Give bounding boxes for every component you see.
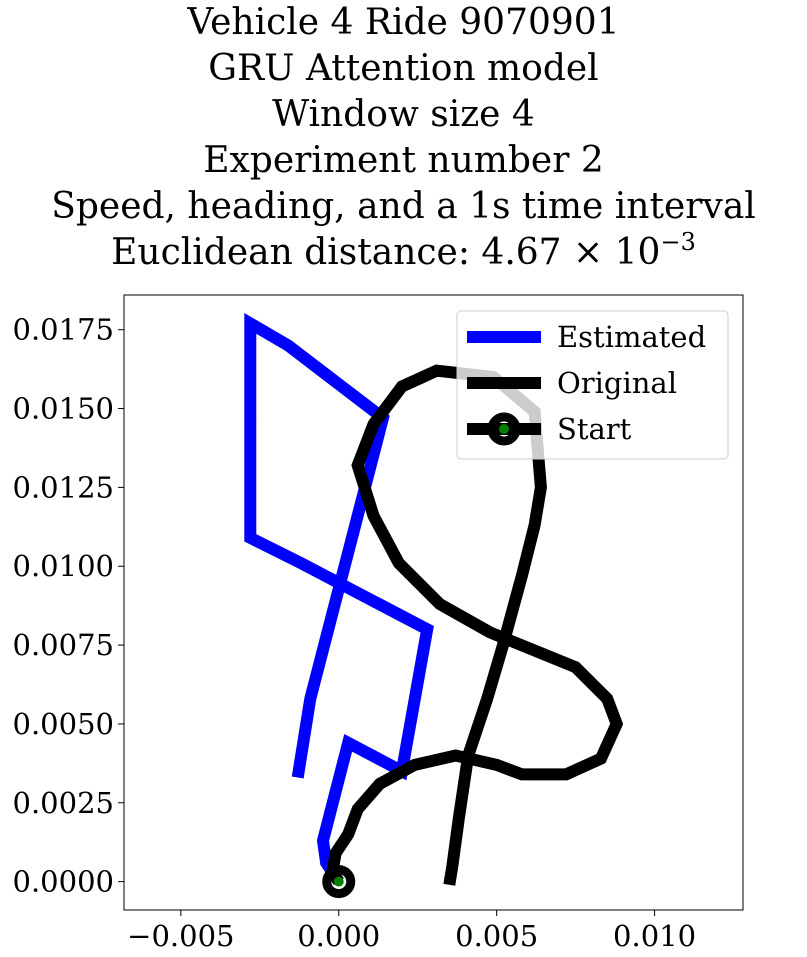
- legend-box: [456, 310, 729, 460]
- x-tick-label: 0.010: [613, 919, 696, 953]
- series-layer: [244, 312, 624, 899]
- title-line: Speed, heading, and a 1s time interval: [51, 186, 756, 227]
- legend: Estimated Original Start: [456, 310, 729, 460]
- legend-marker-start: [487, 412, 521, 446]
- y-tick-label: 0.0150: [13, 392, 114, 426]
- distance-exponent: −3: [660, 228, 696, 256]
- start-marker-center: [333, 876, 344, 887]
- y-tick-label: 0.0125: [13, 470, 114, 504]
- legend-label-estimated: Estimated: [557, 320, 706, 354]
- y-tick-label: 0.0175: [13, 313, 114, 347]
- y-tick-label: 0.0025: [13, 786, 114, 820]
- distance-text: Euclidean distance: 4.67 × 10: [111, 232, 661, 273]
- y-tick-label: 0.0000: [13, 865, 114, 899]
- title-line: Window size 4: [272, 94, 535, 135]
- axes-frame: [123, 294, 744, 911]
- series-line-estimated: [244, 312, 434, 885]
- title-line: Vehicle 4 Ride 9070901: [187, 2, 620, 43]
- y-tick-label: 0.0075: [13, 628, 114, 662]
- legend-label-original: Original: [557, 366, 677, 400]
- x-tick-label: −0.005: [127, 919, 234, 953]
- legend-label-start: Start: [557, 412, 632, 446]
- legend-marker-start-center: [499, 424, 509, 434]
- title-line-distance: Euclidean distance: 4.67 × 10−3: [0, 230, 807, 276]
- x-tick-label: 0.000: [297, 919, 380, 953]
- x-tick-label: 0.005: [455, 919, 538, 953]
- ticks-layer: −0.005 0.000 0.005 0.010 0.0000 0.0025 0.0050 0…: [13, 313, 697, 953]
- chart-title: Vehicle 4 Ride 9070901 GRU Attention mod…: [0, 0, 807, 276]
- title-line: Experiment number 2: [203, 140, 604, 181]
- series-line-original: [326, 364, 624, 886]
- title-line: GRU Attention model: [208, 48, 599, 89]
- y-tick-label: 0.0050: [13, 707, 114, 741]
- y-tick-label: 0.0100: [13, 549, 114, 583]
- start-marker: [322, 865, 356, 899]
